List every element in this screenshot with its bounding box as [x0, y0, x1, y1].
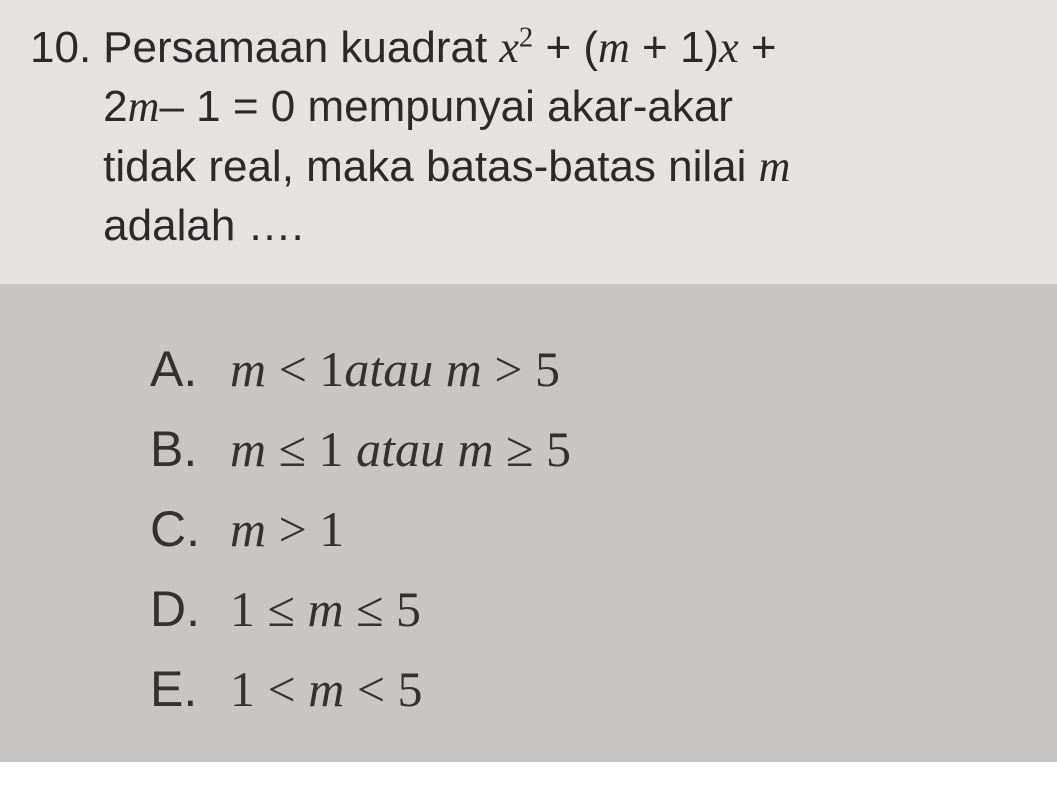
- q-line1-pre: Persamaan kuadrat: [103, 23, 499, 72]
- answer-label-a: A.: [150, 332, 230, 406]
- question-line-2: 2m– 1 = 0 mempunyai akar-akar: [103, 77, 1027, 136]
- answer-content-b: m ≤ 1 atau m ≥ 5: [230, 412, 571, 486]
- q-math-m: m: [598, 23, 630, 72]
- ans-c-m1: m: [230, 501, 266, 557]
- answer-content-e: 1 < m < 5: [230, 652, 423, 726]
- ans-b-word: atau: [356, 421, 457, 477]
- question-row: 10. Persamaan kuadrat x2 + (m + 1)x + 2m…: [30, 18, 1027, 256]
- answer-option-a: A. m < 1atau m > 5: [150, 332, 1027, 406]
- ans-e-m1: m: [308, 661, 344, 717]
- question-block: 10. Persamaan kuadrat x2 + (m + 1)x + 2m…: [0, 0, 1057, 284]
- q-line3: tidak real, maka batas-batas nilai: [103, 142, 758, 191]
- ans-b-op2: ≥ 5: [494, 421, 571, 477]
- ans-b-m1: m: [230, 421, 266, 477]
- answer-option-b: B. m ≤ 1 atau m ≥ 5: [150, 412, 1027, 486]
- answer-option-d: D. 1 ≤ m ≤ 5: [150, 572, 1027, 646]
- answer-content-a: m < 1atau m > 5: [230, 332, 560, 406]
- q-math-post1: + 1): [630, 23, 719, 72]
- answer-option-c: C. m > 1: [150, 492, 1027, 566]
- question-line-1: Persamaan kuadrat x2 + (m + 1)x +: [103, 18, 1027, 77]
- answer-label-e: E.: [150, 652, 230, 726]
- ans-e-op1: < 5: [344, 661, 422, 717]
- answer-option-e: E. 1 < m < 5: [150, 652, 1027, 726]
- q-math-x: x: [499, 23, 519, 72]
- ans-a-op2: > 5: [482, 341, 560, 397]
- ans-a-word: atau: [344, 341, 445, 397]
- q-line3-m: m: [759, 142, 791, 191]
- ans-a-m2: m: [446, 341, 482, 397]
- q-math-plus: +: [739, 23, 777, 72]
- ans-d-pre: 1 ≤: [230, 581, 307, 637]
- answer-label-d: D.: [150, 572, 230, 646]
- question-line-4: adalah ….: [103, 196, 1027, 255]
- q-math-mid: + (: [533, 23, 598, 72]
- answer-label-c: C.: [150, 492, 230, 566]
- ans-b-m2: m: [457, 421, 493, 477]
- ans-a-m1: m: [230, 341, 266, 397]
- answer-label-b: B.: [150, 412, 230, 486]
- q-line2-pre: 2: [103, 82, 127, 131]
- ans-a-op1: < 1: [266, 341, 344, 397]
- answer-content-c: m > 1: [230, 492, 344, 566]
- question-line-3: tidak real, maka batas-batas nilai m: [103, 137, 1027, 196]
- q-line2-m: m: [128, 82, 160, 131]
- q-math-sup: 2: [519, 22, 533, 53]
- ans-b-op1: ≤ 1: [266, 421, 356, 477]
- ans-d-op1: ≤ 5: [344, 581, 421, 637]
- q-math-x2: x: [719, 23, 739, 72]
- q-line2-mid: – 1 = 0 mempunyai akar-akar: [159, 82, 733, 131]
- question-text: Persamaan kuadrat x2 + (m + 1)x + 2m– 1 …: [103, 18, 1027, 256]
- ans-d-m1: m: [307, 581, 343, 637]
- ans-c-op1: > 1: [266, 501, 344, 557]
- answer-content-d: 1 ≤ m ≤ 5: [230, 572, 421, 646]
- answers-block: A. m < 1atau m > 5 B. m ≤ 1 atau m ≥ 5 C…: [0, 284, 1057, 762]
- ans-e-pre: 1 <: [230, 661, 308, 717]
- question-number: 10.: [30, 18, 91, 77]
